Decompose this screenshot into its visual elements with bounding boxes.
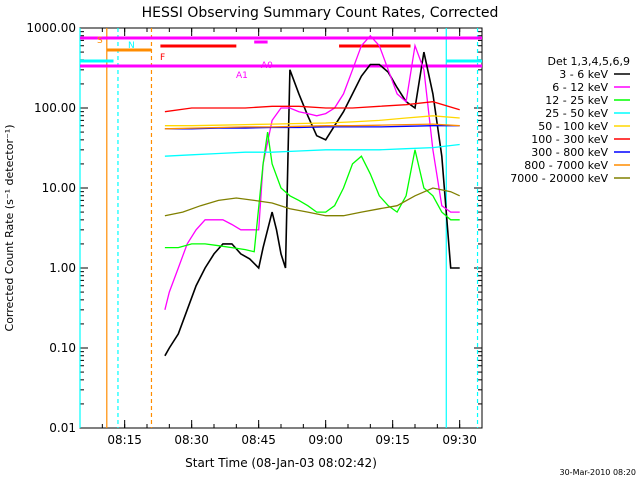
annotation-s: S	[97, 36, 103, 46]
legend-label: 25 - 50 keV	[545, 107, 608, 120]
series-line-9	[164, 187, 460, 217]
y-tick-label: 1.00	[49, 261, 76, 275]
x-tick-label: 09:30	[442, 433, 477, 447]
legend-label: 6 - 12 keV	[552, 81, 608, 94]
y-tick-label: 10.00	[42, 181, 76, 195]
x-tick-label: 08:15	[107, 433, 142, 447]
legend-label: 100 - 300 keV	[531, 133, 608, 146]
x-tick-label: 09:00	[308, 433, 343, 447]
y-axis-label: Corrected Count Rate (s⁻¹ detector⁻¹)	[3, 125, 16, 332]
series-line-3	[164, 132, 460, 253]
legend-label: 12 - 25 keV	[545, 94, 608, 107]
legend-header: Det 1,3,4,5,6,9	[547, 55, 630, 68]
legend-label: 7000 - 20000 keV	[510, 172, 608, 185]
plot-frame	[79, 27, 483, 429]
x-tick-label: 08:45	[241, 433, 276, 447]
footer-timestamp: 30-Mar-2010 08:20	[560, 468, 637, 477]
annotation-n: N	[128, 41, 135, 51]
series-line-6	[164, 101, 460, 113]
legend-label: 50 - 100 keV	[538, 120, 608, 133]
legend-label: 300 - 800 keV	[531, 146, 608, 159]
series-line-4	[164, 143, 460, 157]
annotation-a0: A0	[261, 61, 273, 71]
y-tick-label: 0.01	[49, 421, 76, 435]
legend-label: 800 - 7000 keV	[524, 159, 608, 172]
x-tick-label: 09:15	[375, 433, 410, 447]
series-line-5	[164, 115, 460, 127]
y-tick-label: 1000.00	[26, 21, 76, 35]
series-line-8	[164, 123, 460, 130]
series-line-1	[164, 51, 460, 357]
annotation-a1: A1	[236, 71, 248, 81]
annotation-f: F	[160, 53, 165, 63]
x-tick-label: 08:30	[174, 433, 209, 447]
y-tick-label: 100.00	[34, 101, 76, 115]
x-axis-label: Start Time (08-Jan-03 08:02:42)	[185, 456, 377, 470]
chart-title: HESSI Observing Summary Count Rates, Cor…	[142, 5, 499, 21]
y-tick-label: 0.10	[49, 341, 76, 355]
series-line-2	[164, 34, 460, 310]
legend-label: 3 - 6 keV	[559, 68, 608, 81]
